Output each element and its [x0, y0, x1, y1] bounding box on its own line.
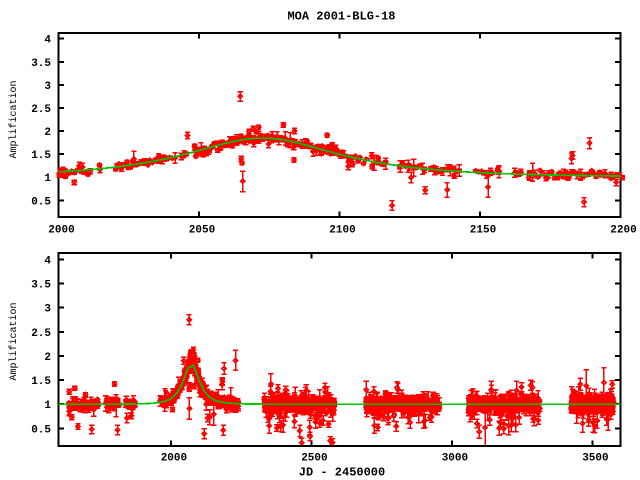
svg-text:JD - 2450000: JD - 2450000 [299, 466, 385, 480]
svg-text:2.5: 2.5 [31, 328, 51, 340]
svg-text:3500: 3500 [582, 452, 608, 464]
svg-text:Amplification: Amplification [8, 302, 20, 380]
svg-text:2.5: 2.5 [31, 104, 51, 116]
svg-text:3.5: 3.5 [31, 58, 51, 70]
svg-text:2: 2 [44, 352, 51, 364]
svg-text:3: 3 [44, 81, 51, 93]
svg-text:2: 2 [44, 127, 51, 139]
svg-text:2000: 2000 [48, 225, 74, 237]
svg-text:Amplification: Amplification [8, 80, 20, 158]
svg-text:2100: 2100 [329, 225, 355, 237]
svg-text:3.5: 3.5 [31, 280, 51, 292]
svg-text:2200: 2200 [610, 225, 636, 237]
svg-text:4: 4 [44, 255, 51, 267]
svg-text:MOA 2001-BLG-18: MOA 2001-BLG-18 [287, 10, 395, 24]
svg-text:2000: 2000 [161, 452, 187, 464]
svg-text:1.5: 1.5 [31, 376, 51, 388]
svg-text:4: 4 [44, 35, 51, 47]
svg-text:1: 1 [44, 400, 51, 412]
svg-text:0.5: 0.5 [31, 424, 51, 436]
svg-text:1: 1 [44, 173, 51, 185]
svg-text:1.5: 1.5 [31, 150, 51, 162]
svg-text:0.5: 0.5 [31, 196, 51, 208]
svg-text:3000: 3000 [442, 452, 468, 464]
svg-text:2050: 2050 [189, 225, 215, 237]
svg-text:3: 3 [44, 304, 51, 316]
svg-text:2500: 2500 [301, 452, 327, 464]
svg-text:2150: 2150 [470, 225, 496, 237]
